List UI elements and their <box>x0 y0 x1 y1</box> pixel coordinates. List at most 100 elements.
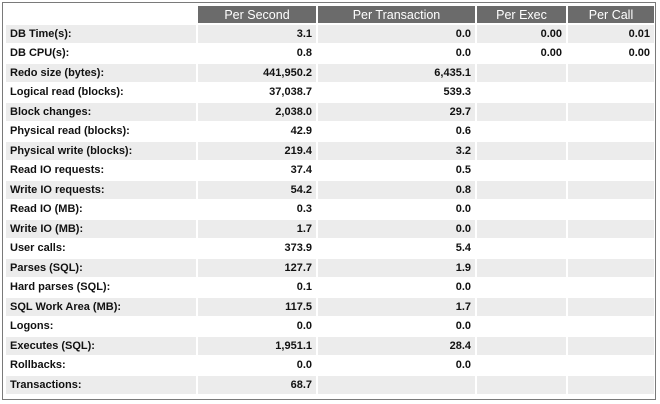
row-label: Rollbacks: <box>10 359 66 372</box>
cell-value: 1.9 <box>318 259 475 277</box>
row-label: Executes (SQL): <box>6 337 196 355</box>
load-profile-panel: Per Second Per Transaction Per Exec Per Cal… <box>2 2 656 400</box>
cell-value: 0.8 <box>296 47 312 60</box>
cell-value: 2,038.0 <box>198 103 316 121</box>
cell-value: 219.4 <box>198 142 316 160</box>
table-row: Read IO requests: 37.4 0.5 <box>6 162 654 180</box>
row-label: DB CPU(s): <box>10 47 70 60</box>
cell-value: 37.4 <box>290 164 312 177</box>
table-row: Hard parses (SQL): 0.1 0.0 <box>6 279 654 297</box>
cell-value: 127.7 <box>198 259 316 277</box>
cell-value <box>568 181 654 199</box>
cell-value <box>568 337 654 355</box>
cell-value: 0.0 <box>455 47 471 60</box>
cell-value: 42.9 <box>290 125 312 138</box>
header-row: Per Second Per Transaction Per Exec Per Cal… <box>6 6 654 23</box>
cell-value: 0.3 <box>296 203 312 216</box>
cell-value: 68.7 <box>198 376 316 394</box>
cell-value: 3.1 <box>198 25 316 43</box>
table-row: DB Time(s): 3.1 0.0 0.00 0.01 <box>6 25 654 43</box>
table-row: Write IO requests: 54.2 0.8 <box>6 181 654 199</box>
cell-value <box>477 84 566 102</box>
cell-value <box>477 318 566 336</box>
cell-value <box>568 162 654 180</box>
cell-value <box>568 123 654 141</box>
cell-value <box>477 181 566 199</box>
cell-value <box>477 220 566 238</box>
row-label: Block changes: <box>6 103 196 121</box>
cell-value <box>477 201 566 219</box>
column-header: Per Second <box>198 6 316 23</box>
table-row: DB CPU(s): 0.8 0.0 0.00 0.00 <box>6 45 654 63</box>
cell-value <box>568 220 654 238</box>
table-row: User calls: 373.9 5.4 <box>6 240 654 258</box>
cell-value: 539.3 <box>443 86 471 99</box>
cell-value: 0.0 <box>296 320 312 333</box>
cell-value <box>568 103 654 121</box>
cell-value <box>477 279 566 297</box>
cell-value <box>568 279 654 297</box>
cell-value: 373.9 <box>284 242 312 255</box>
table-row: Physical read (blocks): 42.9 0.6 <box>6 123 654 141</box>
table-row: SQL Work Area (MB): 117.5 1.7 <box>6 298 654 316</box>
cell-value <box>477 64 566 82</box>
cell-value: 441,950.2 <box>198 64 316 82</box>
table-body: DB Time(s): 3.1 0.0 0.00 0.01 DB CPU(s): 0.8 0.… <box>6 25 654 394</box>
cell-value <box>477 337 566 355</box>
cell-value: 117.5 <box>198 298 316 316</box>
column-header: Per Transaction <box>318 6 475 23</box>
load-profile-table: Per Second Per Transaction Per Exec Per Cal… <box>4 4 656 396</box>
cell-value: 0.0 <box>455 203 471 216</box>
cell-value: 0.0 <box>455 359 471 372</box>
cell-value <box>568 318 654 336</box>
cell-value <box>568 64 654 82</box>
cell-value: 0.01 <box>568 25 654 43</box>
row-label: SQL Work Area (MB): <box>6 298 196 316</box>
table-row: Executes (SQL): 1,951.1 28.4 <box>6 337 654 355</box>
row-label: DB Time(s): <box>6 25 196 43</box>
cell-value: 0.00 <box>540 47 562 60</box>
table-row: Logical read (blocks): 37,038.7 539.3 <box>6 84 654 102</box>
row-label: Write IO requests: <box>6 181 196 199</box>
row-label: Logons: <box>10 320 54 333</box>
cell-value <box>318 376 475 394</box>
row-label: Hard parses (SQL): <box>10 281 111 294</box>
row-label: Physical write (blocks): <box>6 142 196 160</box>
table-row: Write IO (MB): 1.7 0.0 <box>6 220 654 238</box>
cell-value <box>568 201 654 219</box>
row-label: Parses (SQL): <box>6 259 196 277</box>
cell-value <box>477 103 566 121</box>
cell-value <box>568 376 654 394</box>
cell-value <box>477 162 566 180</box>
row-label: Physical read (blocks): <box>10 125 130 138</box>
cell-value: 1,951.1 <box>198 337 316 355</box>
cell-value <box>568 240 654 258</box>
cell-value: 3.2 <box>318 142 475 160</box>
cell-value: 0.8 <box>318 181 475 199</box>
cell-value: 0.0 <box>318 25 475 43</box>
column-header: Per Exec <box>477 6 566 23</box>
column-header <box>6 6 196 23</box>
row-label: Write IO (MB): <box>6 220 196 238</box>
cell-value: 29.7 <box>318 103 475 121</box>
row-label: Read IO (MB): <box>10 203 83 216</box>
cell-value <box>477 259 566 277</box>
cell-value <box>477 376 566 394</box>
cell-value <box>477 298 566 316</box>
cell-value <box>477 240 566 258</box>
cell-value: 6,435.1 <box>318 64 475 82</box>
table-row: Redo size (bytes): 441,950.2 6,435.1 <box>6 64 654 82</box>
cell-value: 0.0 <box>455 320 471 333</box>
table-row: Parses (SQL): 127.7 1.9 <box>6 259 654 277</box>
cell-value: 1.7 <box>198 220 316 238</box>
cell-value: 0.6 <box>455 125 471 138</box>
table-row: Read IO (MB): 0.3 0.0 <box>6 201 654 219</box>
cell-value: 0.00 <box>628 47 650 60</box>
cell-value: 54.2 <box>198 181 316 199</box>
cell-value <box>568 259 654 277</box>
cell-value <box>568 142 654 160</box>
cell-value: 0.5 <box>455 164 471 177</box>
cell-value: 0.0 <box>318 220 475 238</box>
table-row: Transactions: 68.7 <box>6 376 654 394</box>
column-header: Per Call <box>568 6 654 23</box>
